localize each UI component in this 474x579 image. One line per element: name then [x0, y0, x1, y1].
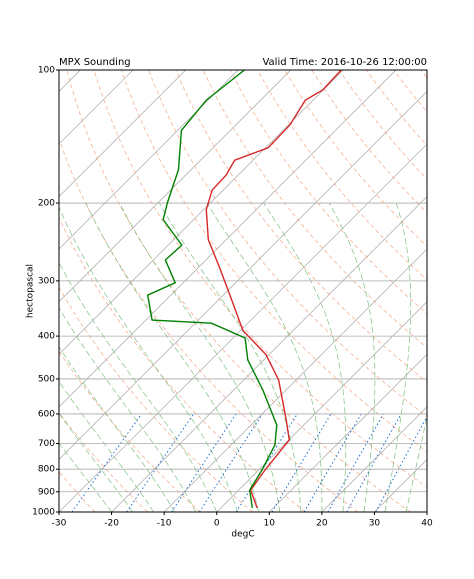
y-tick-label: 700: [38, 439, 55, 449]
moist-adiabat: [263, 202, 347, 512]
chart-subtitle: Valid Time: 2016-10-26 12:00:00: [262, 57, 427, 68]
moist-adiabat: [206, 202, 323, 512]
y-tick-label: 500: [38, 374, 55, 384]
moist-adiabat: [59, 261, 218, 512]
x-tick-label: 40: [421, 519, 433, 529]
isotherm: [59, 90, 427, 460]
y-tick-label: 100: [38, 66, 55, 76]
moist-adiabat: [158, 202, 302, 512]
dry-adiabat: [59, 411, 148, 512]
dry-adiabat: [393, 70, 427, 113]
y-tick-label: 1000: [32, 508, 55, 518]
plot-frame: [58, 69, 428, 513]
profile-line: [146, 70, 278, 509]
dry-adiabat: [59, 286, 253, 512]
y-tick-label: 900: [38, 487, 55, 497]
profile-line: [205, 70, 342, 509]
mixing-ratio-line: [346, 413, 402, 512]
x-tick-label: -30: [52, 519, 67, 529]
y-axis-label: hectopascal: [26, 264, 36, 318]
mixing-ratio-line: [198, 413, 263, 512]
dry-adiabat: [366, 70, 427, 147]
moist-adiabat: [85, 202, 260, 512]
isotherm: [59, 70, 134, 145]
moist-adiabat: [59, 442, 112, 512]
isotherm: [216, 301, 427, 512]
x-tick-label: 30: [369, 519, 381, 529]
y-tick-label: 600: [38, 409, 55, 419]
dry-adiabat: [448, 70, 474, 512]
isotherm: [59, 70, 239, 250]
x-tick-label: 0: [214, 519, 220, 529]
moist-adiabat: [59, 381, 154, 512]
y-tick-label: 300: [38, 276, 55, 286]
dry-adiabat: [0, 70, 42, 512]
x-tick-label: -20: [104, 519, 119, 529]
dry-adiabat: [311, 70, 427, 214]
moist-adiabat: [405, 415, 427, 512]
dry-adiabat: [420, 70, 427, 79]
moist-adiabat: [59, 412, 133, 512]
isotherm: [321, 406, 427, 512]
mixing-ratio-line: [171, 413, 237, 512]
dry-adiabat: [202, 70, 427, 349]
dry-adiabat: [229, 70, 427, 315]
x-tick-label: 20: [316, 519, 328, 529]
y-tick-label: 800: [38, 465, 55, 475]
profiles: [146, 70, 342, 509]
isotherm: [163, 248, 427, 512]
mixing-ratio-line: [327, 413, 384, 512]
x-tick-label: 10: [264, 519, 276, 529]
moist-adiabat: [328, 202, 376, 512]
isotherm: [59, 70, 344, 355]
moist-adiabat: [426, 510, 427, 512]
y-tick-label: 400: [38, 332, 55, 342]
dry-adiabat: [284, 70, 427, 247]
dry-adiabat: [59, 217, 306, 512]
moist-adiabat: [119, 202, 281, 512]
mixing-ratio-line: [71, 413, 143, 512]
background-lines: [0, 70, 474, 512]
isotherm: [111, 196, 427, 512]
mixing-ratio-line: [126, 413, 195, 512]
dry-adiabat: [175, 70, 427, 383]
chart-title: MPX Sounding: [59, 57, 131, 68]
isotherm: [426, 511, 427, 512]
y-tick-label: 200: [38, 199, 55, 209]
moist-adiabat: [384, 202, 412, 512]
dry-adiabat: [338, 70, 427, 180]
x-tick-label: -10: [157, 519, 172, 529]
x-axis-label: degC: [231, 530, 254, 540]
isotherm: [59, 70, 291, 303]
mixing-ratio-line: [375, 415, 427, 512]
isotherm: [0, 70, 28, 512]
dry-adiabat: [59, 471, 96, 512]
isotherm: [374, 458, 427, 512]
dry-adiabat: [59, 137, 359, 512]
moist-adiabat: [59, 346, 176, 512]
mixing-ratio-line: [303, 413, 362, 512]
isotherm: [59, 143, 427, 512]
isotherm: [59, 70, 186, 198]
isotherm: [269, 353, 427, 512]
dry-adiabat: [59, 350, 201, 512]
dry-adiabat: [257, 70, 427, 281]
